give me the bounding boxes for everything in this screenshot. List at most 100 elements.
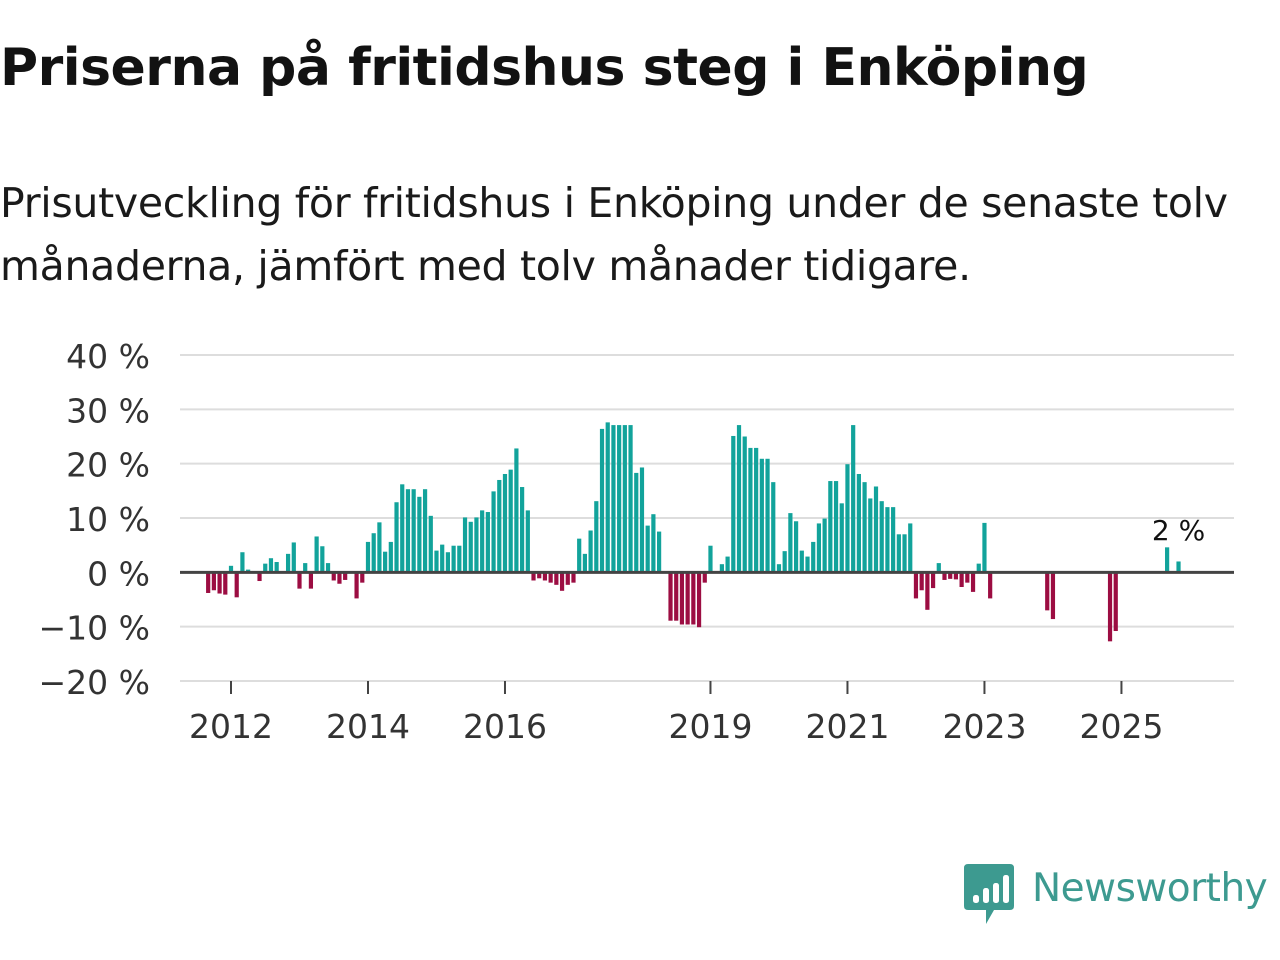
bar xyxy=(514,448,519,573)
bar xyxy=(377,522,382,573)
bar xyxy=(314,536,319,573)
bar xyxy=(263,563,268,573)
bar xyxy=(611,425,616,573)
bar xyxy=(228,565,234,573)
bar xyxy=(1113,572,1118,632)
bar xyxy=(930,572,936,589)
bar xyxy=(1050,572,1056,620)
x-tick-label: 2019 xyxy=(668,707,752,746)
bar xyxy=(833,481,839,573)
bar xyxy=(331,572,336,581)
bar xyxy=(1176,561,1181,573)
bar xyxy=(594,501,599,573)
bar xyxy=(577,538,582,573)
bar xyxy=(571,572,576,583)
bar xyxy=(411,489,416,573)
bar xyxy=(942,572,947,580)
bar xyxy=(588,530,593,573)
bar xyxy=(325,563,331,573)
bar xyxy=(919,572,924,591)
bar xyxy=(965,572,970,583)
bar xyxy=(422,489,428,573)
bar xyxy=(891,507,896,573)
bar xyxy=(719,564,724,573)
bar xyxy=(691,572,696,625)
grid-lines xyxy=(180,354,1234,682)
logo-wordmark: Newsworthy xyxy=(1032,865,1268,911)
bar xyxy=(742,436,747,573)
bar xyxy=(508,469,513,573)
bar xyxy=(902,534,907,573)
bar xyxy=(1165,547,1170,573)
bar xyxy=(811,541,816,573)
bar xyxy=(816,523,822,573)
bar xyxy=(383,551,388,573)
annotations: 2 % xyxy=(1152,514,1205,547)
bar xyxy=(873,486,879,573)
bar xyxy=(617,425,622,573)
bar xyxy=(480,510,485,573)
bar xyxy=(291,542,296,573)
bar xyxy=(896,534,901,573)
bar xyxy=(582,553,587,573)
bar xyxy=(948,572,953,579)
bars xyxy=(206,422,1181,642)
bar xyxy=(257,572,262,582)
y-tick-label: 40 % xyxy=(66,337,150,376)
bar xyxy=(337,572,342,584)
bar xyxy=(1107,572,1113,642)
bar xyxy=(674,572,679,621)
bar xyxy=(970,572,976,592)
bar xyxy=(1045,572,1050,611)
bar xyxy=(708,545,713,573)
bar xyxy=(851,425,856,573)
bar xyxy=(365,541,371,573)
newsworthy-logo-icon xyxy=(964,864,1014,924)
bar xyxy=(605,422,610,573)
bar xyxy=(303,563,308,573)
bar xyxy=(776,564,782,573)
bar xyxy=(354,572,359,599)
x-tick-label: 2025 xyxy=(1079,707,1163,746)
bar xyxy=(400,484,405,573)
bar xyxy=(725,556,730,573)
bar xyxy=(308,572,314,589)
bar xyxy=(845,464,850,573)
bar xyxy=(856,473,861,573)
bar xyxy=(793,521,799,573)
bar xyxy=(622,425,627,573)
y-tick-label: −10 % xyxy=(39,609,151,648)
bar xyxy=(634,472,639,573)
bar xyxy=(554,572,559,585)
x-tick-label: 2016 xyxy=(463,707,547,746)
bar xyxy=(234,572,239,598)
bar xyxy=(685,572,690,625)
bar xyxy=(542,572,548,581)
bar xyxy=(394,502,399,573)
y-tick-label: 20 % xyxy=(66,446,150,485)
bar xyxy=(759,458,764,573)
bar xyxy=(211,572,216,591)
bar xyxy=(559,572,565,591)
bar xyxy=(782,551,787,573)
bar xyxy=(360,572,365,583)
bar xyxy=(639,467,645,573)
bar xyxy=(206,572,211,593)
bar xyxy=(491,491,496,573)
bar xyxy=(828,481,833,573)
bar xyxy=(754,447,759,573)
bar xyxy=(474,517,479,573)
x-tick-label: 2014 xyxy=(326,707,410,746)
bar xyxy=(531,572,536,581)
bar xyxy=(822,518,827,573)
bar xyxy=(799,550,804,573)
bar xyxy=(645,525,650,573)
bar xyxy=(771,482,776,573)
bar xyxy=(879,501,884,573)
x-tick-label: 2012 xyxy=(189,707,273,746)
bar xyxy=(388,541,393,573)
bar xyxy=(274,562,279,573)
bar xyxy=(976,563,981,573)
bar xyxy=(502,473,508,573)
bar xyxy=(702,572,707,583)
